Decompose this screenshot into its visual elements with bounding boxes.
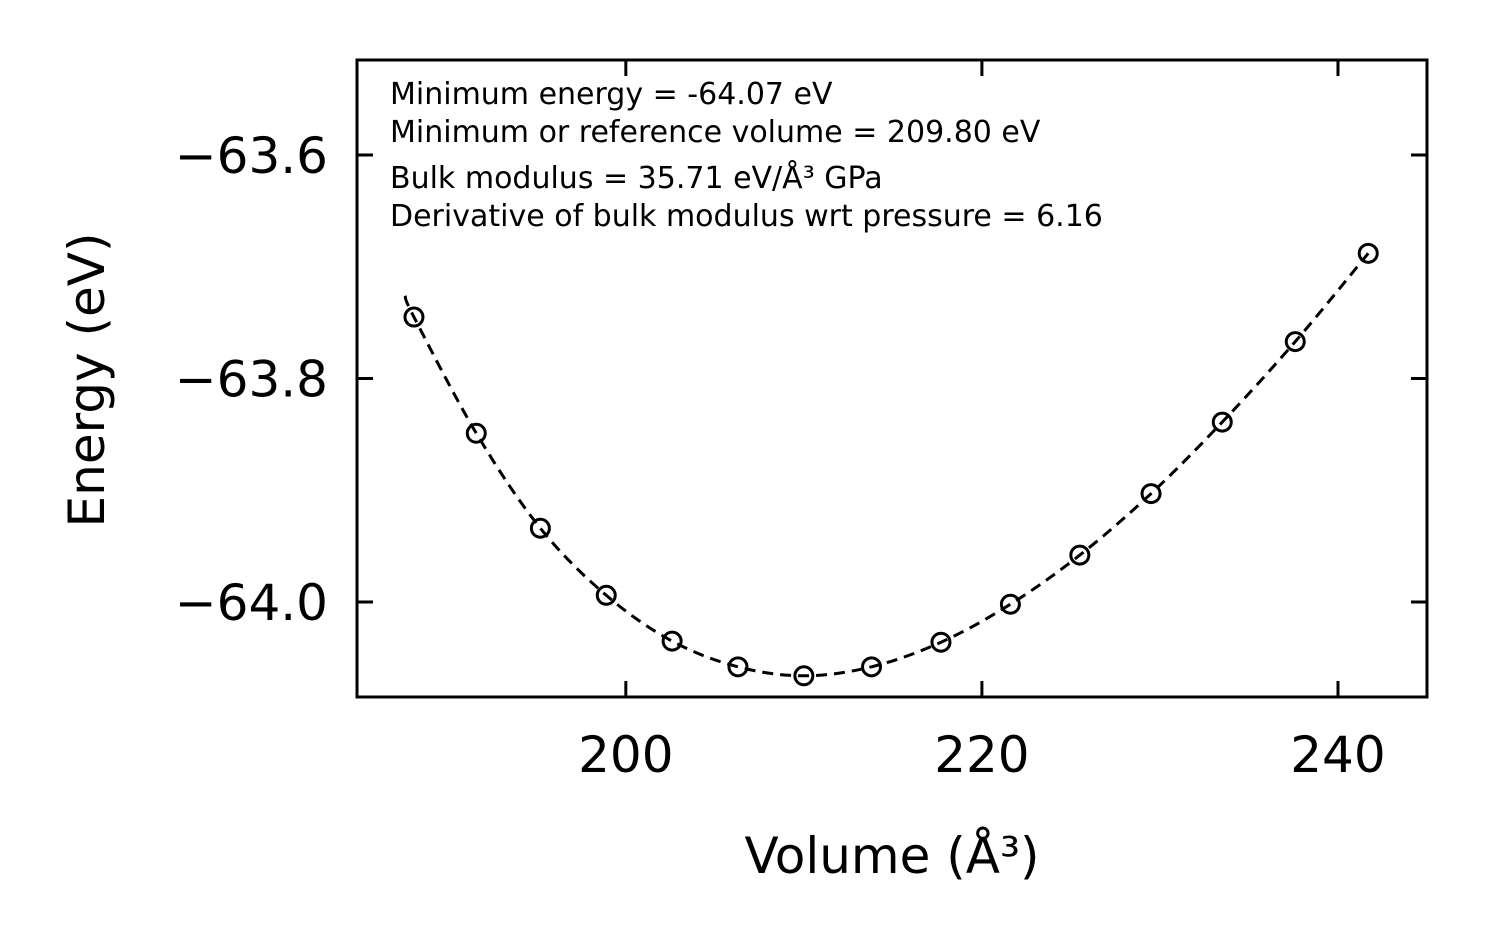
- data-point: [465, 422, 487, 444]
- data-point: [1211, 411, 1233, 433]
- data-point: [930, 631, 952, 653]
- y-axis-title: Energy (eV): [58, 233, 116, 528]
- x-axis-title: Volume (Å³): [744, 827, 1039, 885]
- x-tick-label: 200: [578, 726, 673, 784]
- y-tick-label: −63.6: [175, 127, 328, 185]
- x-tick-label: 220: [934, 726, 1029, 784]
- annotation-bulk-modulus-derivative: Derivative of bulk modulus wrt pressure …: [390, 199, 1103, 234]
- series-layer: [403, 242, 1379, 687]
- plot-frame: [355, 58, 1429, 699]
- tick-marks: [357, 60, 1427, 697]
- annotation-ref-volume: Minimum or reference volume = 209.80 eV: [390, 115, 1041, 150]
- data-point: [1140, 483, 1162, 505]
- annotation-block: Minimum energy = -64.07 eV Minimum or re…: [390, 77, 1103, 234]
- y-tick-label: −64.0: [175, 574, 328, 632]
- data-point: [727, 656, 749, 678]
- data-point: [595, 584, 617, 606]
- data-point: [1284, 331, 1306, 353]
- data-point: [403, 306, 425, 328]
- data-point: [1357, 242, 1379, 264]
- data-point: [1069, 544, 1091, 566]
- annotation-bulk-modulus: Bulk modulus = 35.71 eV/Å³ GPa: [390, 160, 883, 196]
- data-point: [999, 593, 1021, 615]
- annotation-min-energy: Minimum energy = -64.07 eV: [390, 77, 833, 112]
- y-tick-label: −63.8: [175, 351, 328, 409]
- x-tick-label: 240: [1290, 726, 1385, 784]
- data-point: [793, 665, 815, 687]
- x-tick-labels: 200 220 240: [578, 726, 1386, 784]
- data-point: [661, 630, 683, 652]
- fit-curve: [403, 252, 1370, 678]
- data-point: [861, 656, 883, 678]
- y-tick-labels: −63.6 −63.8 −64.0: [175, 127, 328, 632]
- data-point: [529, 517, 551, 539]
